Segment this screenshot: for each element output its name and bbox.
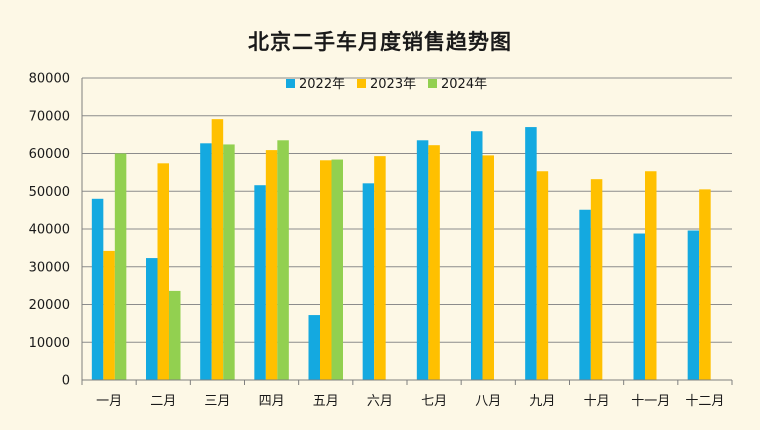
bar-2023年-二月 (157, 163, 169, 380)
gridlines (82, 77, 732, 343)
bar-2023年-五月 (320, 160, 332, 380)
legend-swatch (357, 79, 366, 88)
legend-label: 2023年 (370, 77, 416, 92)
y-tick-label: 50000 (29, 185, 70, 200)
bar-2022年-七月 (416, 140, 429, 380)
bar-2023年-七月 (428, 145, 440, 380)
y-tick-label: 30000 (29, 260, 70, 275)
y-tick-label: 20000 (29, 298, 70, 313)
bar-2022年-四月 (254, 185, 266, 380)
bar-2023年-三月 (211, 119, 224, 381)
bar-2022年-六月 (362, 183, 375, 380)
bars (91, 119, 711, 381)
bar-2022年-八月 (471, 131, 483, 380)
bar-2024年-二月 (169, 290, 181, 380)
x-tick-label: 八月 (475, 394, 501, 409)
bar-2022年-十二月 (687, 230, 700, 380)
y-tick-label: 0 (62, 374, 70, 389)
bar-2023年-八月 (482, 155, 494, 380)
bar-2023年-十月 (590, 179, 603, 380)
legend-label: 2022年 (299, 77, 345, 92)
bar-2022年-一月 (91, 198, 104, 380)
legend-swatch (428, 79, 437, 88)
bar-2024年-三月 (223, 144, 235, 380)
bar-2023年-十一月 (645, 171, 657, 380)
bar-2022年-九月 (525, 127, 537, 380)
bar-2023年-四月 (265, 150, 278, 380)
bar-2024年-一月 (114, 153, 127, 380)
legend-label: 2024年 (441, 77, 487, 92)
x-tick-label: 二月 (150, 394, 176, 409)
y-tick-label: 70000 (29, 109, 70, 124)
axes: 0 10000 20000 30000 40000 50000 60000 70000 8000… (29, 72, 733, 409)
chart-title: 北京二手车月度销售趋势图 (248, 30, 512, 54)
bar-2023年-六月 (374, 156, 386, 380)
bar-2022年-五月 (308, 315, 320, 380)
bar-2023年-一月 (103, 250, 115, 380)
y-tick-label: 10000 (29, 336, 70, 351)
x-tick-label: 四月 (259, 394, 285, 409)
x-tick-label: 十一月 (631, 394, 670, 409)
x-tick-label: 五月 (313, 394, 339, 409)
x-tick-label: 十二月 (685, 394, 724, 409)
bar-2022年-三月 (200, 143, 212, 380)
x-tick-label: 一月 (96, 394, 122, 409)
x-tick-label: 十月 (584, 394, 610, 409)
bar-2023年-九月 (536, 171, 549, 380)
y-tick-label: 60000 (29, 147, 70, 162)
x-tick-label: 七月 (421, 394, 447, 409)
y-tick-label: 80000 (29, 72, 70, 87)
bar-2022年-二月 (146, 258, 158, 380)
bar-2023年-十二月 (699, 189, 711, 380)
x-tick-label: 九月 (529, 394, 555, 409)
legend-swatch (286, 79, 295, 88)
bar-2022年-十月 (579, 209, 591, 380)
y-tick-label: 40000 (29, 223, 70, 238)
bar-2024年-四月 (277, 140, 289, 380)
x-tick-label: 三月 (204, 394, 230, 409)
bar-2022年-十一月 (633, 233, 645, 380)
bar-2024年-五月 (331, 159, 343, 380)
legend: 2022年 2023年 2024年 (286, 77, 487, 92)
x-tick-label: 六月 (367, 394, 393, 409)
